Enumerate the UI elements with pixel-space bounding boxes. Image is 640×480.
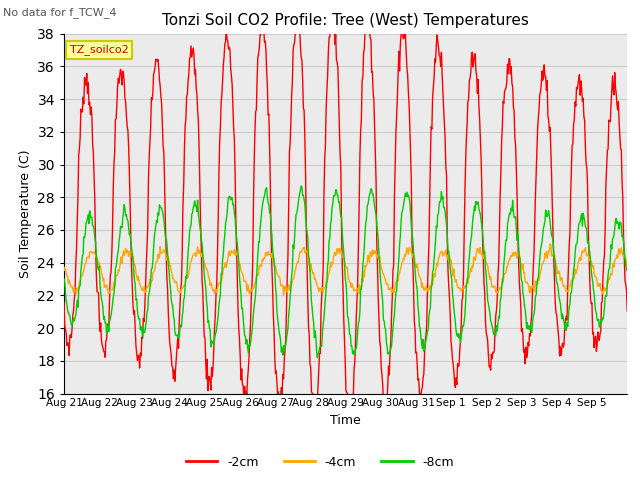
Text: TZ_soilco2: TZ_soilco2	[70, 44, 129, 55]
X-axis label: Time: Time	[330, 414, 361, 427]
Title: Tonzi Soil CO2 Profile: Tree (West) Temperatures: Tonzi Soil CO2 Profile: Tree (West) Temp…	[162, 13, 529, 28]
Text: No data for f_TCW_4: No data for f_TCW_4	[3, 7, 116, 18]
Y-axis label: Soil Temperature (C): Soil Temperature (C)	[19, 149, 31, 278]
Legend: -2cm, -4cm, -8cm: -2cm, -4cm, -8cm	[181, 451, 459, 474]
